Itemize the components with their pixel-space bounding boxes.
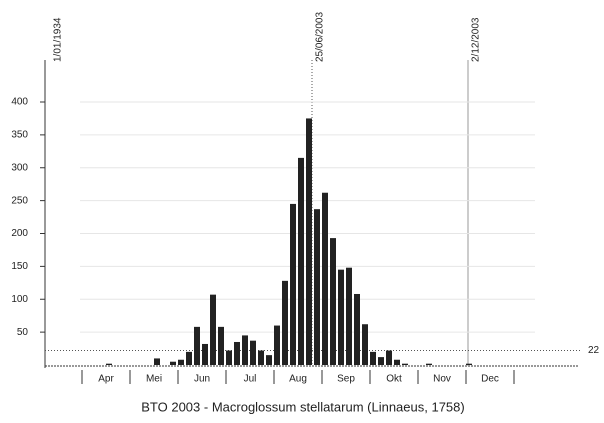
bar [306, 118, 312, 365]
bar [290, 203, 296, 365]
bar [338, 269, 344, 365]
bar [402, 363, 408, 365]
y-tick-label: 50 [17, 327, 29, 338]
y-tick-label: 200 [11, 228, 28, 239]
reference-label: 22 [588, 345, 600, 356]
bar [314, 209, 320, 365]
bar [330, 238, 336, 365]
month-label: Okt [386, 374, 402, 385]
bar [266, 355, 272, 365]
marker-label: 1/01/1934 [53, 17, 64, 62]
bar [354, 293, 360, 365]
bar [274, 325, 280, 365]
bar [370, 351, 376, 365]
bar [466, 363, 472, 365]
month-label: Jun [194, 374, 210, 385]
bar [378, 357, 384, 365]
bar [394, 359, 400, 365]
bar [242, 335, 248, 365]
bar [194, 326, 200, 365]
bar [282, 280, 288, 365]
month-label: Sep [337, 374, 355, 385]
bar [186, 351, 192, 365]
bar [106, 363, 112, 365]
month-label: Jul [244, 374, 257, 385]
y-tick-label: 150 [11, 261, 28, 272]
chart-title: BTO 2003 - Macroglossum stellatarum (Lin… [141, 399, 464, 414]
month-label: Aug [289, 374, 307, 385]
bar [258, 350, 264, 365]
y-tick-label: 400 [11, 97, 28, 108]
bar [346, 267, 352, 365]
y-tick-label: 100 [11, 294, 28, 305]
marker-label: 2/12/2003 [471, 17, 482, 62]
bar [250, 340, 256, 365]
bar [322, 192, 328, 365]
bar [202, 343, 208, 365]
bar [218, 326, 224, 365]
bar [178, 359, 184, 365]
bar [210, 294, 216, 365]
bar [234, 341, 240, 365]
month-label: Dec [481, 374, 499, 385]
month-label: Mei [146, 374, 162, 385]
bar [226, 350, 232, 365]
month-label: Nov [433, 374, 451, 385]
bar [154, 358, 160, 365]
y-tick-label: 250 [11, 195, 28, 206]
bar [362, 324, 368, 365]
bar [386, 350, 392, 365]
y-tick-label: 300 [11, 162, 28, 173]
marker-label: 25/06/2003 [315, 12, 326, 62]
bar [170, 361, 176, 365]
bar [426, 363, 432, 365]
bar [298, 157, 304, 365]
y-tick-label: 350 [11, 130, 28, 141]
month-label: Apr [98, 374, 114, 385]
